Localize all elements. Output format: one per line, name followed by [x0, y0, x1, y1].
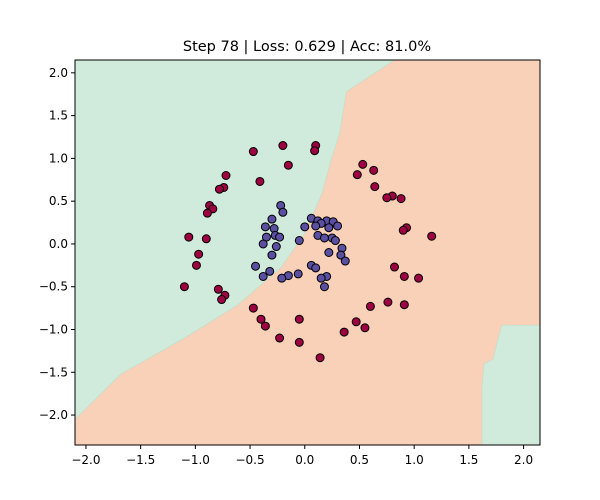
class0-point	[258, 271, 268, 281]
class1-point	[294, 337, 304, 347]
x-tick-label: 1.0	[405, 453, 424, 467]
class1-point	[360, 323, 370, 333]
class1-point	[398, 225, 408, 235]
class1-point	[414, 273, 424, 283]
class1-point	[389, 262, 399, 272]
x-tick-label: 1.5	[459, 453, 478, 467]
class1-point	[351, 317, 361, 327]
class0-point	[260, 222, 270, 232]
class0-point	[324, 223, 334, 233]
class1-point	[248, 147, 258, 157]
x-tick-label: −1.0	[181, 453, 210, 467]
class1-point	[383, 297, 393, 307]
y-tick-label: −1.5	[39, 365, 68, 379]
class0-region-2	[481, 324, 540, 445]
class1-point	[191, 260, 201, 270]
class0-point	[278, 207, 288, 217]
class0-point	[275, 232, 285, 242]
class0-point	[311, 221, 321, 231]
y-tick-label: −0.5	[39, 280, 68, 294]
class1-point	[283, 160, 293, 170]
y-tick-label: −2.0	[39, 408, 68, 422]
class1-point	[248, 303, 258, 313]
class0-point	[267, 214, 277, 224]
class1-point	[194, 249, 204, 259]
class0-point	[311, 263, 321, 273]
class1-point	[260, 321, 270, 331]
y-tick-label: 0.0	[49, 237, 68, 251]
class0-point	[251, 261, 261, 271]
class0-point	[330, 236, 340, 246]
x-tick-label: 0.0	[295, 453, 314, 467]
class0-point	[340, 256, 350, 266]
class1-point	[382, 193, 392, 203]
y-axis: −2.0 −1.5 −1.0 −0.5 0.0 0.5 1.0 1.5 2.0	[39, 66, 75, 422]
class0-point	[319, 233, 329, 243]
plot-area	[75, 60, 540, 445]
class0-point	[265, 266, 275, 276]
class0-point	[271, 242, 281, 252]
class1-point	[399, 300, 409, 310]
class1-point	[217, 295, 227, 305]
class1-point	[370, 182, 380, 192]
class1-point	[275, 333, 285, 343]
class1-point	[184, 232, 194, 242]
class1-point	[255, 176, 265, 186]
y-tick-label: 1.5	[49, 109, 68, 123]
class1-point	[202, 208, 212, 218]
x-tick-label: 2.0	[514, 453, 533, 467]
class1-point	[213, 284, 223, 294]
x-axis: −2.0 −1.5 −1.0 −0.5 0.0 0.5 1.0 1.5 2.0	[71, 445, 533, 467]
class1-point	[369, 165, 379, 175]
class1-point	[399, 271, 409, 281]
x-tick-label: −2.0	[71, 453, 100, 467]
class1-point	[352, 170, 362, 180]
x-tick-label: −1.5	[126, 453, 155, 467]
class0-point	[277, 273, 287, 283]
class1-point	[315, 353, 325, 363]
class0-point	[294, 236, 304, 246]
class1-point	[201, 234, 211, 244]
class0-point	[267, 250, 277, 260]
class1-point	[365, 301, 375, 311]
class1-point	[358, 159, 368, 169]
class0-point	[319, 282, 329, 292]
class1-point	[339, 327, 349, 337]
class1-point	[294, 314, 304, 324]
data-points	[179, 141, 437, 363]
class0-point	[324, 248, 334, 257]
class1-point	[179, 282, 189, 292]
class0-point	[316, 273, 326, 283]
chart-title: Step 78 | Loss: 0.629 | Acc: 81.0%	[183, 39, 431, 55]
class0-point	[293, 269, 303, 279]
plot-frame	[74, 59, 541, 446]
x-tick-label: −0.5	[235, 453, 264, 467]
class1-point	[427, 231, 437, 241]
class1-point	[396, 194, 406, 204]
class0-point	[258, 239, 268, 249]
class1-point	[278, 141, 288, 151]
x-tick-label: 0.5	[350, 453, 369, 467]
y-tick-label: −1.0	[39, 323, 68, 337]
y-tick-label: 2.0	[49, 66, 68, 80]
class0-point	[336, 250, 346, 260]
y-tick-label: 1.0	[49, 151, 68, 165]
class1-point	[256, 314, 266, 324]
class1-point	[214, 184, 224, 194]
class1-point	[310, 146, 320, 156]
class0-point	[333, 221, 343, 231]
y-tick-label: 0.5	[49, 194, 68, 208]
class1-point	[221, 171, 231, 180]
class0-point	[300, 222, 310, 232]
